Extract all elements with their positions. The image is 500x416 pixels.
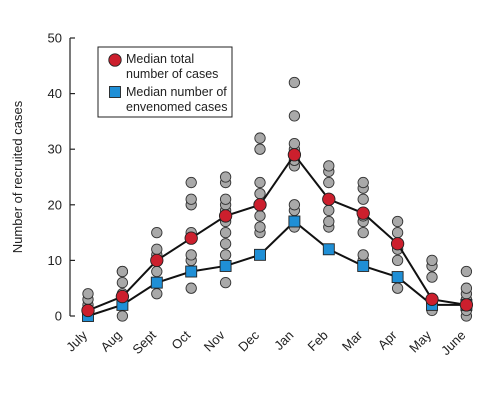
x-tick-label: Dec [235,327,262,354]
individual-point [185,176,197,189]
envenomed-median-line [87,220,467,317]
individual-point [151,243,163,255]
total-median-marker [81,303,95,318]
individual-point [151,265,163,278]
individual-point [219,276,232,289]
total-median-marker [425,292,439,306]
individual-point [288,199,301,211]
individual-point [288,76,301,89]
x-tick-label: Oct [168,327,193,352]
total-median-marker [459,298,474,312]
legend-circle-marker [108,53,122,67]
total-median-marker [218,209,233,223]
envenomed-median-marker [150,276,163,289]
y-tick-label: 50 [48,31,62,46]
total-median-marker [356,206,370,220]
individual-point [460,265,473,278]
envenomed-median-marker [322,243,335,256]
legend-square-marker [109,86,121,98]
legend-envenomed-line2: envenomed cases [126,100,227,114]
individual-point [357,193,369,205]
individual-point [185,249,197,261]
total-median-marker [287,148,302,162]
x-tick-label: June [438,328,469,359]
individual-point [391,226,404,239]
individual-point [185,282,197,294]
individual-point [323,176,335,189]
individual-point [391,282,404,294]
individual-point [426,271,438,283]
envenomed-median-marker [219,260,232,272]
legend-envenomed-line1: Median number of [126,85,227,99]
y-tick-label: 20 [48,197,62,212]
individual-point [357,176,369,189]
median-markers [81,148,474,322]
individual-point [151,288,163,300]
individual-point [219,171,232,183]
individual-point [254,143,266,155]
individual-point [357,226,369,239]
x-tick-label: May [406,327,434,355]
individual-point [82,288,94,300]
individual-point [391,215,404,228]
total-median-line [87,153,467,312]
x-tick-label: Nov [201,327,228,354]
total-median-marker [322,192,336,206]
envenomed-median-marker [288,215,301,228]
y-tick-label: 30 [48,142,62,157]
legend-total-line2: number of cases [126,67,218,81]
individual-point [219,249,232,261]
x-tick-label: Jan [271,328,296,353]
individual-point [460,282,473,294]
individual-point [357,249,369,261]
x-tick-label: Mar [339,327,366,354]
y-tick-label: 10 [48,253,62,268]
x-tick-label: July [63,327,90,354]
x-tick-label: Apr [375,327,400,352]
individual-point [254,188,266,200]
x-tick-label: Feb [304,328,330,354]
envenomed-median-marker [357,260,370,272]
envenomed-median-marker [254,248,266,261]
individual-point [219,238,232,250]
total-median-marker [390,237,405,251]
individual-point [391,254,404,267]
y-axis-label: Number of recruited cases [10,100,25,253]
individual-point [254,221,266,233]
individual-point [151,226,163,239]
individual-point [288,110,301,122]
legend-total-line1: Median total [126,52,194,66]
x-tick-label: Sept [129,327,159,357]
individual-point [219,193,232,205]
individual-point [254,132,266,144]
y-ticks: 0 10 20 30 40 50 [48,31,75,324]
individual-point [288,137,301,150]
individual-point [254,210,266,222]
series-lines [87,153,467,317]
total-median-marker [115,289,130,304]
envenomed-median-marker [391,271,404,284]
individual-point [254,176,266,189]
total-median-marker [253,198,267,212]
envenomed-median-marker [185,265,198,278]
individual-point [185,193,197,205]
x-tick-label: Aug [98,328,125,355]
individual-point [116,310,129,322]
individual-point [426,254,438,267]
individual-point [323,160,335,172]
total-median-marker [184,231,198,245]
individual-point [323,204,335,217]
legend: Median total number of cases Median numb… [97,46,233,118]
x-tick-labels: July Aug Sept Oct Nov Dec Jan Feb Mar Apr May June [63,327,468,358]
individual-point [116,265,129,278]
individual-point [219,226,232,239]
individual-point [116,276,129,289]
y-tick-label: 40 [48,86,62,101]
total-median-marker [150,253,164,268]
y-tick-label: 0 [55,309,62,324]
individual-point [323,215,335,228]
